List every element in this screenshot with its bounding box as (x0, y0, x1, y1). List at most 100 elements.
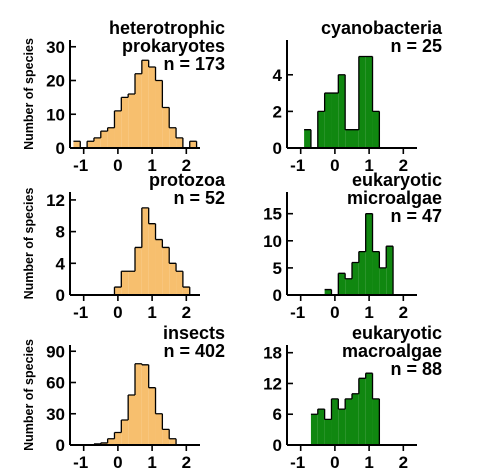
histogram-bar (156, 414, 163, 445)
y-tick-label: 90 (46, 342, 65, 361)
histogram-bar (135, 247, 142, 295)
x-tick-label: 1 (147, 303, 156, 322)
histogram-bar (142, 60, 149, 148)
sample-size-label: n = 25 (390, 36, 442, 56)
y-tick-label: 12 (46, 191, 65, 210)
x-tick-label: -1 (73, 453, 88, 472)
y-tick-label: 2 (273, 102, 282, 121)
histogram-bar (121, 420, 128, 445)
x-tick-label: 0 (330, 156, 339, 175)
y-tick-label: 0 (56, 286, 65, 305)
x-tick-label: -1 (290, 453, 305, 472)
y-tick-label: 5 (273, 259, 282, 278)
x-tick-label: -1 (73, 156, 88, 175)
sample-size-label: n = 402 (163, 341, 225, 361)
panel-title: microalgae (347, 188, 442, 208)
histogram-bar (176, 138, 183, 148)
y-tick-label: 0 (56, 436, 65, 455)
x-tick-label: 2 (182, 303, 191, 322)
panel-title: macroalgae (342, 341, 442, 361)
y-tick-label: 10 (46, 105, 65, 124)
histogram-bar (128, 395, 135, 445)
x-tick-label: 1 (364, 453, 373, 472)
histogram-bar (311, 414, 318, 445)
histogram-bar (149, 388, 156, 445)
y-tick-label: 30 (46, 405, 65, 424)
histogram-bar (338, 273, 345, 295)
histogram-bar (162, 247, 169, 295)
x-tick-label: 0 (113, 453, 122, 472)
y-tick-label: 30 (46, 38, 65, 57)
y-axis-label: Number of species (22, 339, 36, 451)
histogram-bar (352, 262, 359, 295)
histogram-bar (156, 240, 163, 295)
histogram-bar (162, 429, 169, 445)
y-tick-label: 0 (273, 139, 282, 158)
histogram-bar (142, 365, 149, 445)
histogram-bar (156, 81, 163, 149)
y-tick-label: 15 (263, 205, 282, 224)
histogram-bar (359, 252, 366, 295)
histogram-bar (345, 130, 352, 148)
x-tick-label: 0 (330, 453, 339, 472)
histogram-bar (338, 409, 345, 445)
histogram-bar (87, 141, 94, 148)
y-tick-label: 20 (46, 72, 65, 91)
x-tick-label: 0 (113, 156, 122, 175)
sample-size-label: n = 47 (390, 206, 442, 226)
histogram-bar (128, 271, 135, 295)
histogram-bar (373, 399, 380, 445)
histogram-bar (366, 56, 373, 148)
panel-title: protozoa (149, 170, 226, 190)
histogram-panel-5: 0306090-1 0 1 2insectsn = 402Number of spec… (22, 323, 225, 472)
histogram-bar (338, 75, 345, 148)
y-tick-label: 60 (46, 374, 65, 393)
y-tick-label: 0 (56, 139, 65, 158)
panel-title: cyanobacteria (321, 18, 443, 38)
panel-title: heterotrophic (109, 18, 225, 38)
x-tick-label: 0 (113, 303, 122, 322)
histogram-bar (325, 93, 332, 148)
histogram-bar (190, 141, 197, 148)
x-tick-label: 0 (330, 303, 339, 322)
histogram-bar (318, 409, 325, 445)
histogram-bar (169, 263, 176, 295)
y-tick-label: 18 (263, 344, 282, 363)
histogram-bar (386, 246, 393, 295)
x-tick-label: 1 (364, 303, 373, 322)
x-tick-label: -1 (290, 303, 305, 322)
x-tick-label: 2 (399, 303, 408, 322)
histogram-bar (325, 419, 332, 445)
histogram-bar (101, 131, 108, 148)
histogram-bar (373, 111, 380, 148)
panel-title: eukaryotic (352, 170, 442, 190)
histogram-bar (162, 108, 169, 149)
histogram-bar (149, 224, 156, 295)
y-tick-label: 0 (273, 436, 282, 455)
histogram-bar (135, 74, 142, 148)
sample-size-label: n = 88 (390, 359, 442, 379)
histogram-bar (318, 111, 325, 148)
y-tick-label: 4 (273, 66, 283, 85)
histogram-bar (379, 268, 386, 295)
histogram-bar (183, 287, 190, 295)
x-tick-label: 2 (182, 453, 191, 472)
histogram-bar (331, 399, 338, 445)
histogram-bar (121, 271, 128, 295)
histogram-bar (142, 208, 149, 295)
histogram-bar (331, 93, 338, 148)
histogram-bar (128, 94, 135, 148)
panel-title: prokaryotes (122, 36, 225, 56)
histogram-bar (114, 111, 121, 148)
histogram-bar (176, 271, 183, 295)
panel-title: insects (163, 323, 225, 343)
histogram-bar (345, 279, 352, 295)
x-tick-label: 2 (399, 453, 408, 472)
histogram-panel-6: 061218-1 0 1 2eukaryoticmacroalgaen = 88 (263, 323, 442, 472)
y-tick-label: 0 (273, 286, 282, 305)
histogram-bar (149, 67, 156, 148)
y-tick-label: 6 (273, 405, 282, 424)
